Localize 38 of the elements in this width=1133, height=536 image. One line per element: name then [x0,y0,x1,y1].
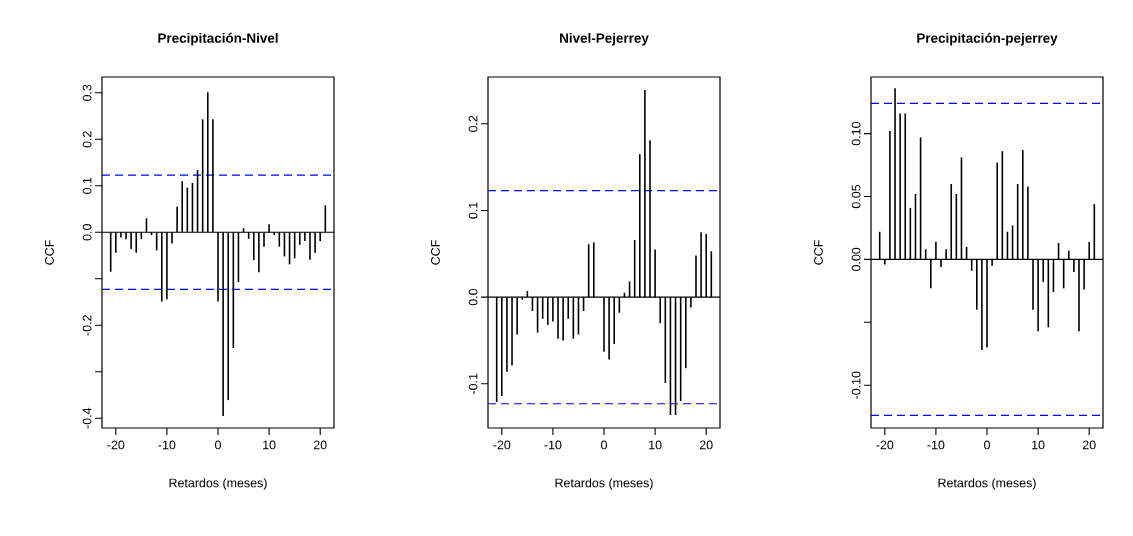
y-tick-label: -0.2 [82,315,92,336]
y-axis-title: CCF [814,240,823,265]
x-tick-label: 10 [649,440,662,450]
x-tick-label: -10 [927,440,945,450]
y-tick-label: 0.0 [82,224,92,241]
y-tick-label: 0.10 [851,121,861,146]
x-tick-label: -20 [493,440,511,450]
y-tick-label: 0.2 [82,131,92,148]
y-tick-label: -0.10 [851,371,861,399]
y-tick-label: 0.3 [82,84,92,101]
x-tick-label: 10 [1032,440,1045,450]
y-tick-label: 0.00 [851,247,861,272]
chart-title: Nivel-Pejerrey [560,32,649,46]
y-tick-label: 0.2 [468,115,478,132]
x-tick-label: 10 [263,440,276,450]
x-tick-label: 20 [699,440,713,450]
x-axis-title: Retardos (meses) [555,478,653,490]
y-tick-label: 0.1 [468,202,478,219]
x-axis-title: Retardos (meses) [169,478,267,490]
x-tick-label: -20 [876,440,894,450]
x-tick-label: 0 [601,440,607,450]
y-axis-title: CCF [45,240,54,265]
x-axis-title: Retardos (meses) [938,478,1036,490]
x-tick-label: 0 [984,440,990,450]
x-tick-label: 20 [1082,440,1096,450]
x-tick-label: -10 [158,440,176,450]
x-tick-label: -10 [544,440,562,450]
y-axis-title: CCF [431,240,440,265]
x-tick-label: -20 [107,440,125,450]
y-tick-label: -0.4 [82,407,92,429]
x-tick-label: 20 [313,440,327,450]
chart-title: Precipitación-pejerrey [917,32,1058,46]
x-tick-label: 0 [215,440,221,450]
y-tick-label: -0.1 [468,373,478,394]
y-tick-label: 0.1 [82,177,92,194]
y-tick-label: 0.05 [851,184,861,209]
chart-title: Precipitación-Nivel [158,32,278,46]
y-tick-label: 0.0 [468,288,478,306]
